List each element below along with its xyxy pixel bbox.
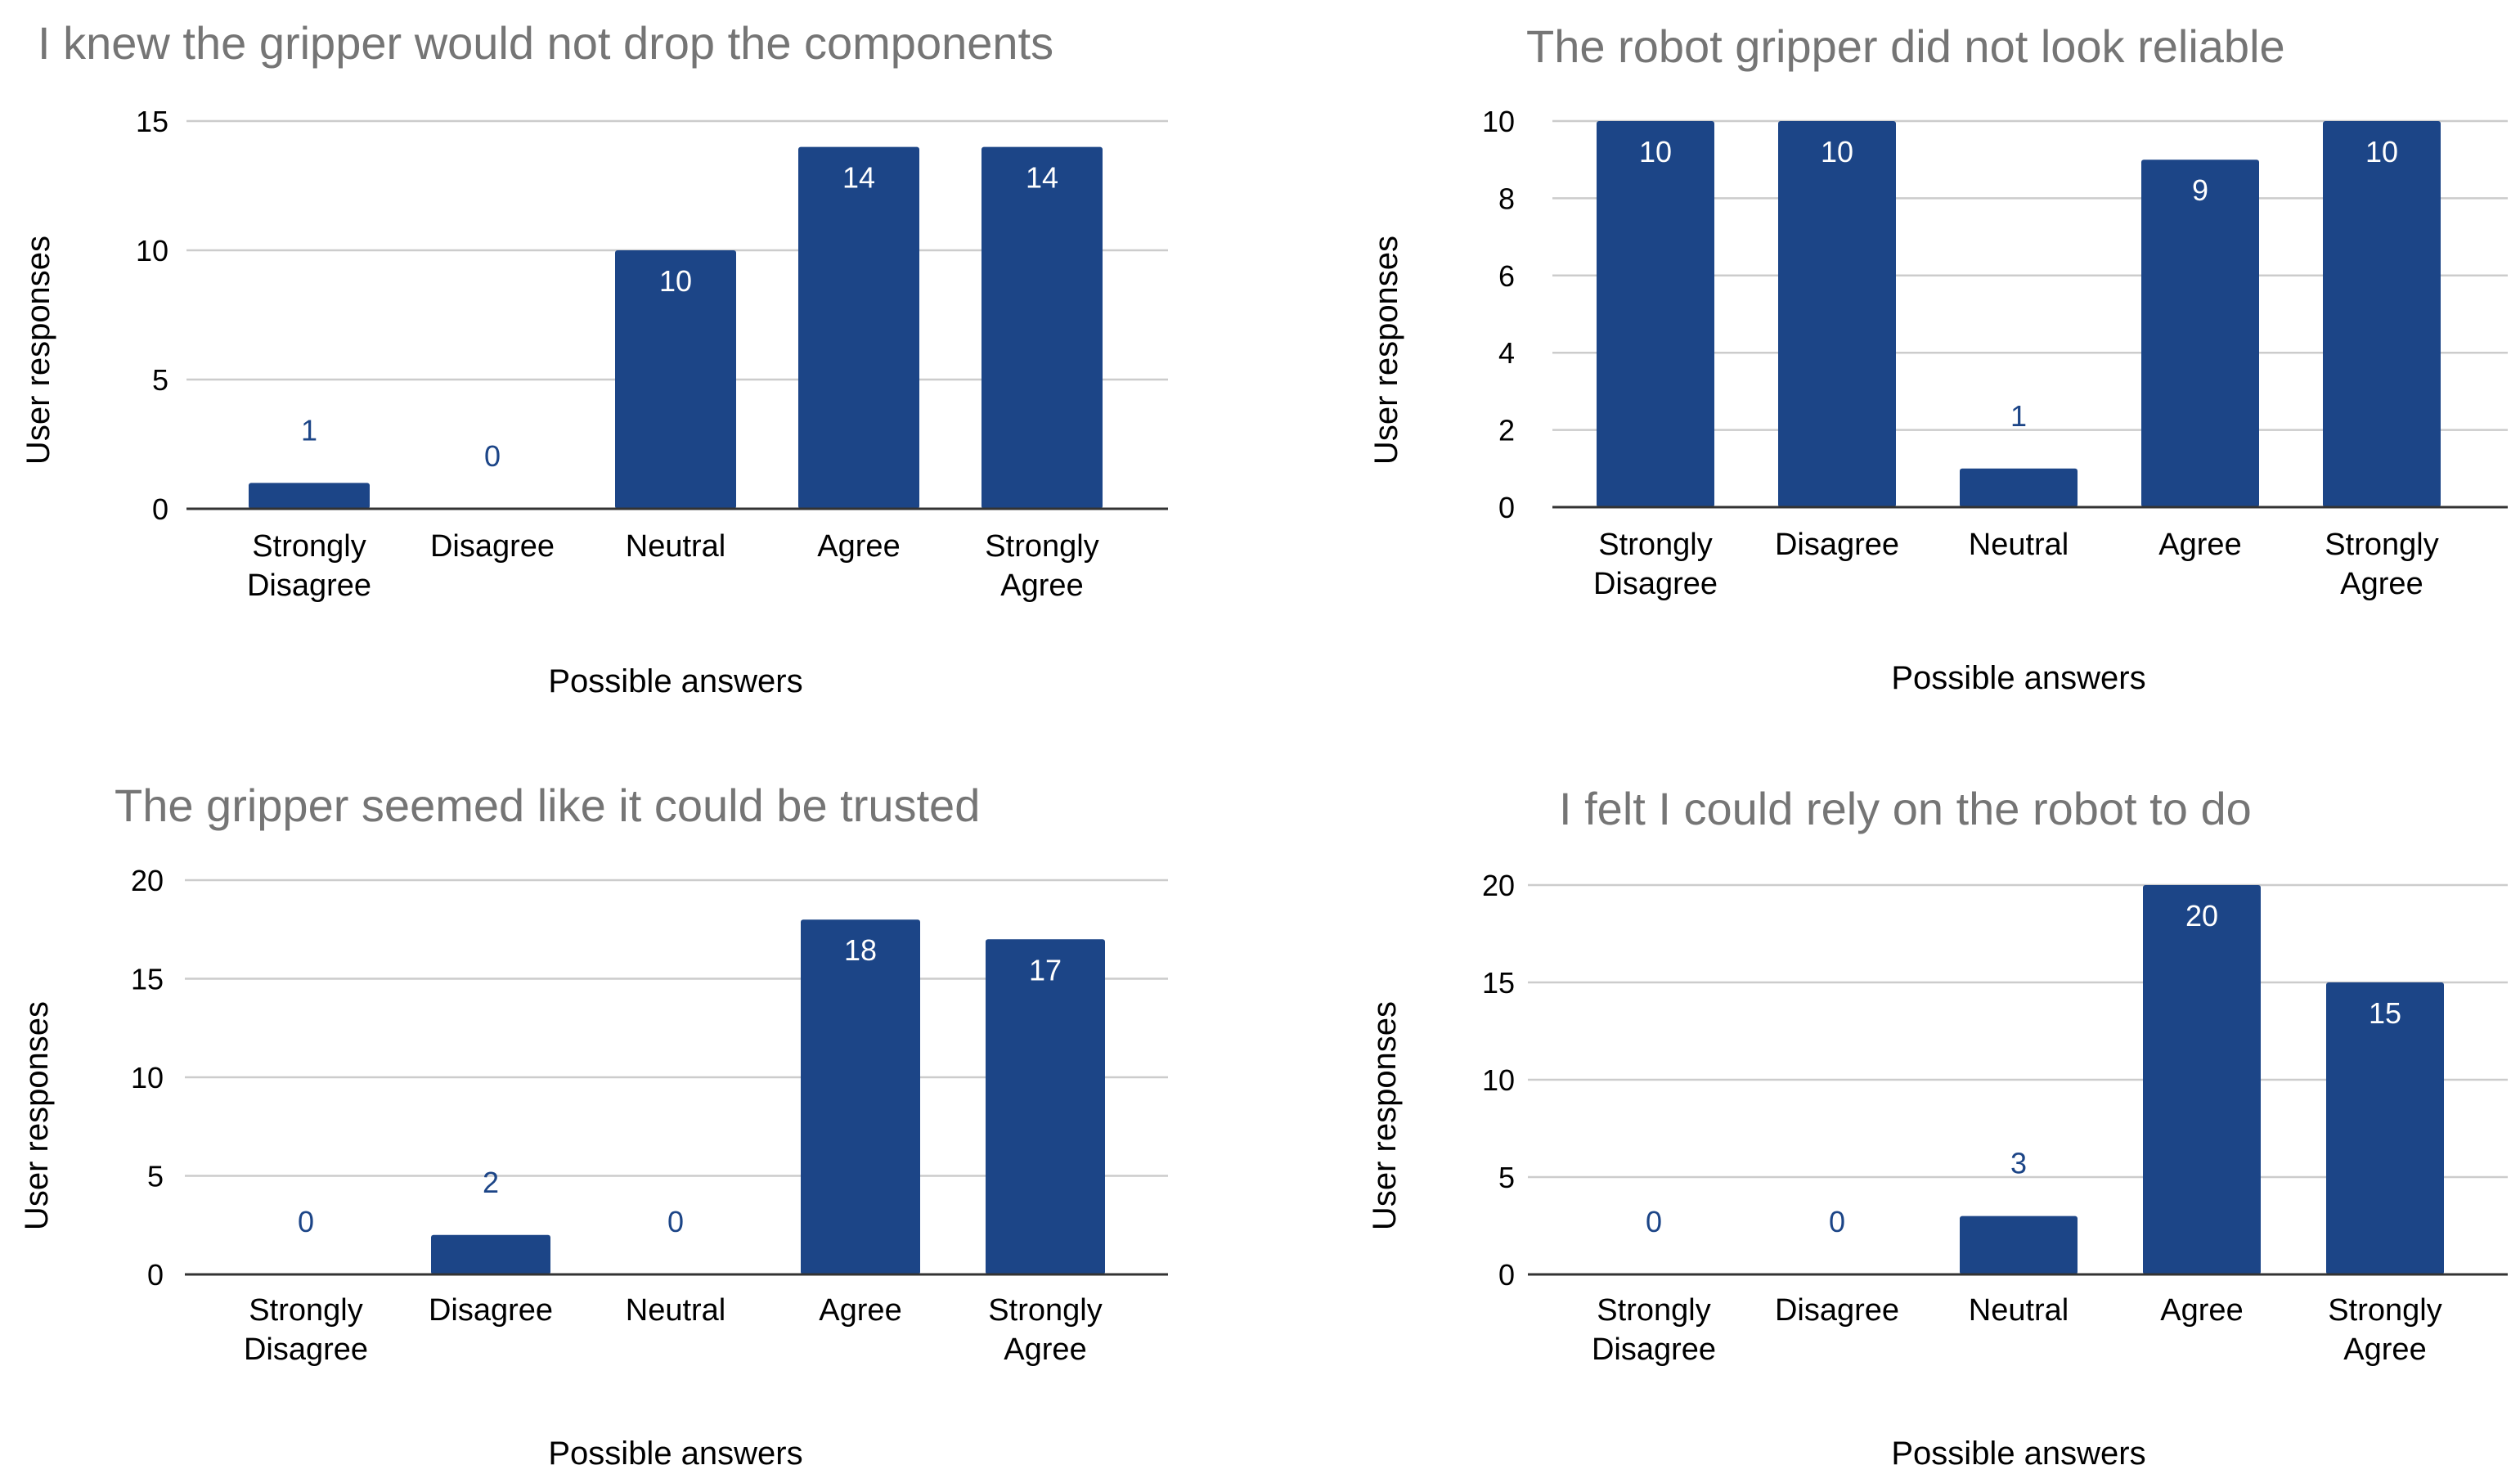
x-tick-label: Disagree: [430, 529, 555, 564]
data-label: 10: [1821, 135, 1853, 169]
bar: [2326, 982, 2444, 1274]
y-tick-label: 10: [1482, 1063, 1515, 1097]
x-axis-title: Possible answers: [548, 663, 802, 699]
bar: [798, 146, 919, 509]
data-label: 18: [844, 933, 877, 967]
data-label: 0: [667, 1205, 684, 1238]
bar: [249, 483, 370, 509]
x-tick-label: Neutral: [1969, 1293, 2069, 1328]
data-label: 0: [1829, 1205, 1845, 1238]
x-tick-label: Strongly Agree: [988, 1293, 1102, 1367]
x-tick-label: Agree: [819, 1293, 901, 1328]
x-tick-label: Disagree: [429, 1293, 553, 1328]
x-tick-label: Strongly Agree: [985, 529, 1098, 603]
y-tick-label: 2: [1498, 414, 1515, 447]
data-label: 10: [659, 264, 692, 298]
y-tick-label: 15: [131, 963, 164, 996]
y-tick-label: 15: [1482, 966, 1515, 1000]
x-tick-label: Neutral: [626, 529, 726, 564]
data-label: 14: [842, 161, 875, 195]
y-tick-label: 20: [1482, 869, 1515, 902]
x-tick-label: Strongly Agree: [2325, 528, 2438, 601]
bar: [1597, 121, 1714, 507]
y-tick-label: 5: [147, 1160, 164, 1193]
data-label: 14: [1026, 161, 1058, 195]
y-tick-label: 10: [131, 1061, 164, 1094]
bar: [2141, 160, 2259, 507]
bar: [431, 1234, 550, 1274]
y-tick-label: 0: [147, 1258, 164, 1292]
chart-2: The robot gripper did not look reliable 0…: [1368, 20, 2508, 696]
x-tick-label: Strongly Agree: [2328, 1293, 2441, 1367]
y-tick-label: 0: [1498, 1258, 1515, 1292]
bar: [2143, 885, 2261, 1274]
chart-3: The gripper seemed like it could be trus…: [19, 780, 1168, 1472]
bar: [2323, 121, 2441, 507]
data-label: 17: [1029, 953, 1062, 986]
chart-title: The gripper seemed like it could be trus…: [115, 780, 980, 831]
chart-4: I felt I could rely on the robot to do 0 5…: [1367, 783, 2508, 1472]
y-tick-label: 8: [1498, 182, 1515, 215]
bar: [1960, 468, 2078, 507]
bar: [986, 939, 1105, 1274]
y-axis-title: User responses: [1367, 1001, 1403, 1230]
y-tick-label: 5: [1498, 1161, 1515, 1194]
data-label: 0: [484, 439, 501, 473]
x-tick-label: Neutral: [1969, 528, 2069, 562]
chart-1: I knew the gripper would not drop the co…: [20, 17, 1168, 699]
x-tick-label: Strongly Disagree: [1592, 1293, 1716, 1367]
y-tick-label: 4: [1498, 336, 1515, 370]
data-label: 0: [1646, 1205, 1662, 1238]
bar: [1778, 121, 1896, 507]
data-label: 1: [301, 413, 317, 447]
chart-title: The robot gripper did not look reliable: [1526, 20, 2285, 72]
data-label: 20: [2185, 899, 2218, 932]
x-tick-label: Strongly Disagree: [1593, 528, 1718, 601]
x-tick-label: Strongly Disagree: [244, 1293, 368, 1367]
y-axis-title: User responses: [20, 236, 56, 465]
data-label: 1: [2010, 399, 2027, 433]
y-tick-label: 10: [1482, 105, 1515, 138]
x-tick-label: Neutral: [626, 1293, 726, 1328]
y-axis-title: User responses: [19, 1001, 55, 1230]
y-tick-label: 6: [1498, 259, 1515, 293]
bar: [981, 146, 1103, 509]
y-axis-title: User responses: [1368, 236, 1404, 465]
y-tick-label: 10: [136, 234, 168, 267]
bar: [615, 250, 736, 509]
x-tick-label: Disagree: [1775, 528, 1899, 562]
bar: [1960, 1216, 2078, 1274]
y-tick-label: 20: [131, 864, 164, 897]
x-axis-title: Possible answers: [1891, 660, 2145, 696]
x-axis-title: Possible answers: [548, 1436, 802, 1472]
data-label: 0: [298, 1205, 314, 1238]
data-label: 3: [2010, 1147, 2027, 1180]
y-tick-label: 0: [152, 492, 168, 526]
x-tick-label: Agree: [2160, 1293, 2243, 1328]
x-tick-label: Agree: [817, 529, 900, 564]
x-tick-label: Agree: [2158, 528, 2241, 562]
y-tick-label: 5: [152, 363, 168, 397]
x-tick-label: Disagree: [1775, 1293, 1899, 1328]
x-tick-label: Strongly Disagree: [247, 529, 371, 603]
chart-title: I felt I could rely on the robot to do: [1559, 783, 2252, 834]
data-label: 10: [2365, 135, 2398, 169]
y-tick-label: 0: [1498, 491, 1515, 524]
y-tick-label: 15: [136, 105, 168, 138]
data-label: 15: [2369, 996, 2401, 1030]
data-label: 10: [1639, 135, 1672, 169]
data-label: 9: [2192, 173, 2208, 207]
data-label: 2: [483, 1166, 499, 1199]
bar: [801, 919, 920, 1274]
x-axis-title: Possible answers: [1891, 1436, 2145, 1472]
chart-title: I knew the gripper would not drop the co…: [38, 17, 1053, 69]
